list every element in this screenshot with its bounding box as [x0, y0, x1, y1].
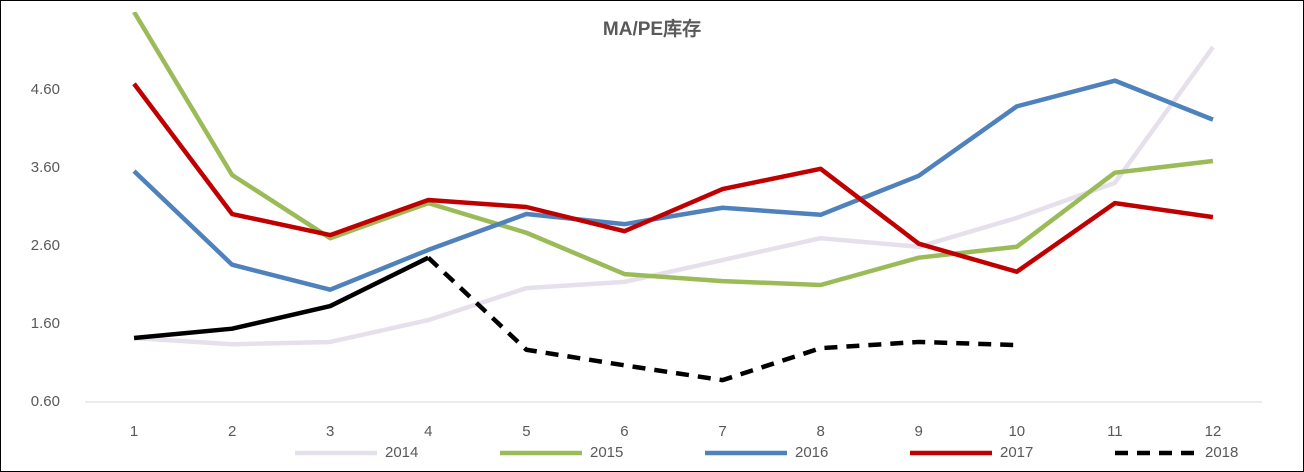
legend-label: 2018 [1205, 444, 1238, 461]
legend-label: 2015 [590, 444, 623, 461]
x-tick-label: 8 [816, 423, 824, 440]
x-tick-label: 6 [620, 423, 628, 440]
legend-label: 2016 [795, 444, 828, 461]
x-tick-label: 11 [1107, 423, 1123, 440]
x-tick-label: 12 [1205, 423, 1222, 440]
x-tick-label: 5 [522, 423, 530, 440]
plot-area [132, 12, 1215, 383]
x-tick-label: 2 [228, 423, 236, 440]
series-line [132, 12, 1214, 288]
y-tick-label: 0.60 [31, 393, 60, 410]
series-line [132, 82, 1214, 274]
y-tick-label: 4.60 [31, 81, 60, 98]
chart-title: MA/PE库存 [603, 17, 701, 40]
legend-label: 2014 [385, 444, 418, 461]
y-tick-label: 1.60 [31, 315, 60, 332]
x-tick-label: 1 [130, 423, 138, 440]
series-line [133, 255, 430, 341]
x-tick-label: 9 [915, 423, 923, 440]
x-tick-label: 7 [718, 423, 726, 440]
series-line [426, 256, 1017, 383]
x-tick-label: 3 [326, 423, 334, 440]
series-line [132, 78, 1214, 292]
legend-label: 2017 [1000, 444, 1033, 461]
y-tick-label: 2.60 [31, 237, 60, 254]
y-tick-label: 3.60 [31, 159, 60, 176]
x-tick-label: 10 [1008, 423, 1025, 440]
x-tick-label: 4 [424, 423, 432, 440]
series-line [133, 45, 1215, 347]
